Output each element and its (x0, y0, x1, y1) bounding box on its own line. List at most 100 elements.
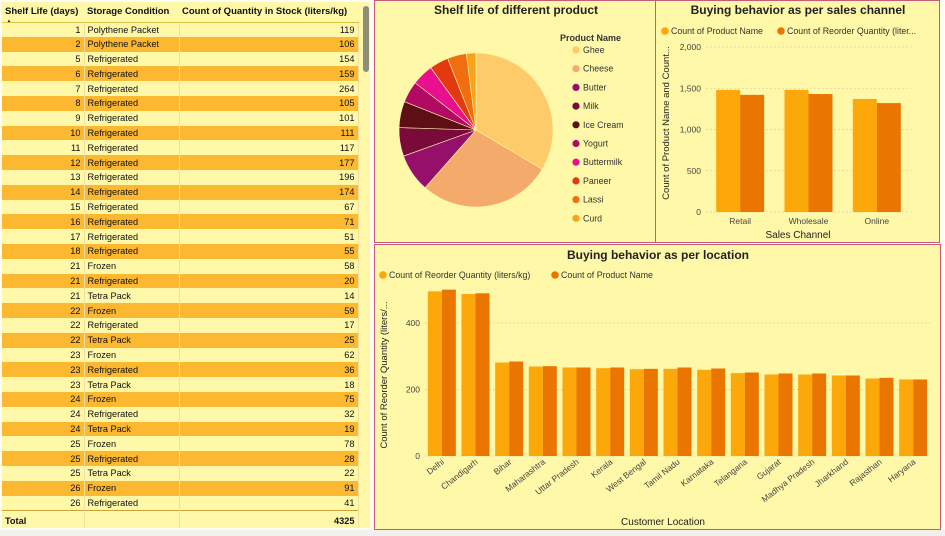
table-row[interactable]: 9 Refrigerated 101 (2, 110, 359, 126)
table-row[interactable]: 15 Refrigerated 67 (2, 199, 359, 215)
table-row[interactable]: 18 Refrigerated 55 (2, 243, 359, 259)
bar-maharashtra-s0[interactable] (528, 366, 543, 456)
pie-legend-marker (572, 177, 580, 185)
table-row[interactable]: 10 Refrigerated 111 (2, 125, 359, 141)
bar-retail-s0[interactable] (716, 89, 741, 212)
pie-slice-ghee[interactable] (475, 52, 554, 170)
table-row[interactable]: 26 Frozen 91 (2, 480, 359, 496)
cell-shelf-life: 23 (2, 347, 85, 363)
table-row[interactable]: 25 Tetra Pack 22 (2, 465, 359, 481)
bar-kerala-s1[interactable] (610, 367, 625, 457)
bar-delhi-s1[interactable] (441, 289, 456, 456)
table-row[interactable]: 24 Tetra Pack 19 (2, 421, 359, 437)
data-table: Shelf Life (days) ▲ Storage Condition Cou… (2, 2, 359, 528)
cell-storage-condition: Tetra Pack (84, 465, 180, 481)
bar-bihar-s0[interactable] (495, 362, 510, 456)
table-row[interactable]: 23 Refrigerated 36 (2, 362, 359, 378)
table-row[interactable]: 21 Tetra Pack 14 (2, 288, 359, 304)
table-row[interactable]: 21 Frozen 58 (2, 258, 359, 274)
table-row[interactable]: 22 Tetra Pack 25 (2, 332, 359, 348)
bar-telangana-s1[interactable] (744, 372, 759, 456)
table-row[interactable]: 12 Refrigerated 177 (2, 155, 359, 170)
table-row[interactable]: 24 Frozen 75 (2, 391, 359, 407)
table-row[interactable]: 2 Polythene Packet 106 (2, 36, 359, 52)
bar-online-s1[interactable] (876, 103, 901, 212)
table-row[interactable]: 24 Refrigerated 32 (2, 406, 359, 422)
table-row[interactable]: 23 Tetra Pack 18 (2, 377, 359, 392)
header-quantity-count[interactable]: Count of Quantity in Stock (liters/kg) (179, 2, 358, 23)
bar-jharkhand-s0[interactable] (831, 375, 846, 456)
table-row[interactable]: 26 Refrigerated 41 (2, 495, 359, 511)
header-shelf-life[interactable]: Shelf Life (days) ▲ (2, 2, 84, 23)
table-row[interactable]: 16 Refrigerated 71 (2, 214, 359, 230)
bar-karnataka-s1[interactable] (711, 368, 726, 457)
bar-chandigarh-s1[interactable] (475, 293, 490, 456)
location-chart-title: Buying behavior as per location (567, 248, 749, 262)
x-tick-label: Bihar (492, 457, 514, 477)
bar-tamil-nadu-s1[interactable] (677, 367, 692, 457)
pie-slice-cheese[interactable] (424, 129, 543, 208)
x-tick-label: Chandigarh (439, 457, 480, 492)
bar-west-bengal-s0[interactable] (629, 369, 644, 456)
bar-kerala-s0[interactable] (596, 368, 611, 456)
table-row[interactable]: 8 Refrigerated 105 (2, 95, 359, 111)
bar-rajasthan-s1[interactable] (879, 377, 894, 456)
table-row[interactable]: 13 Refrigerated 196 (2, 169, 359, 185)
cell-storage-condition: Refrigerated (84, 95, 180, 111)
bar-west-bengal-s1[interactable] (643, 368, 658, 456)
x-tick-label: Tamil Nadu (642, 457, 682, 491)
bar-uttar-pradesh-s1[interactable] (576, 367, 591, 457)
cell-shelf-life: 5 (2, 51, 85, 67)
bar-wholesale-s1[interactable] (808, 94, 833, 212)
table-row[interactable]: 6 Refrigerated 159 (2, 66, 359, 82)
bar-karnataka-s0[interactable] (697, 369, 712, 456)
bar-jharkhand-s1[interactable] (845, 375, 860, 456)
table-row[interactable]: 1 Polythene Packet 119 (2, 22, 359, 37)
cell-shelf-life: 12 (2, 155, 85, 170)
table-row[interactable]: 7 Refrigerated 264 (2, 81, 359, 96)
bar-maharashtra-s1[interactable] (542, 366, 557, 456)
x-tick-label: Haryana (886, 457, 918, 485)
cell-storage-condition: Refrigerated (84, 155, 180, 170)
table-row[interactable]: 23 Frozen 62 (2, 347, 359, 363)
table-row[interactable]: 25 Refrigerated 28 (2, 451, 359, 466)
pie-slice-curd[interactable] (466, 52, 477, 131)
table-row[interactable]: 11 Refrigerated 117 (2, 140, 359, 156)
table-row[interactable]: 22 Refrigerated 17 (2, 317, 359, 333)
table-row[interactable]: 5 Refrigerated 154 (2, 51, 359, 67)
cell-quantity: 177 (179, 155, 359, 170)
bar-haryana-s1[interactable] (913, 379, 928, 456)
cell-shelf-life: 15 (2, 199, 85, 215)
table-row[interactable]: 14 Refrigerated 174 (2, 184, 359, 200)
bar-delhi-s0[interactable] (427, 291, 442, 456)
bar-chandigarh-s0[interactable] (461, 293, 476, 456)
bar-madhya-pradesh-s0[interactable] (798, 374, 813, 456)
pie-legend-item: Curd (583, 213, 602, 223)
table-row[interactable]: 17 Refrigerated 51 (2, 229, 359, 244)
header-storage-condition[interactable]: Storage Condition (84, 2, 179, 23)
cell-quantity: 117 (179, 140, 359, 156)
bar-bihar-s1[interactable] (509, 361, 524, 456)
bar-wholesale-s0[interactable] (784, 89, 809, 212)
bar-uttar-pradesh-s0[interactable] (562, 367, 577, 457)
bar-telangana-s0[interactable] (730, 373, 745, 456)
bar-retail-s1[interactable] (740, 94, 765, 212)
table-row[interactable]: 25 Frozen 78 (2, 436, 359, 452)
cell-quantity: 22 (179, 465, 359, 481)
cell-shelf-life: 16 (2, 214, 85, 230)
table-scrollbar[interactable] (363, 6, 369, 72)
x-tick-label: Online (865, 216, 890, 226)
cell-storage-condition: Polythene Packet (84, 22, 180, 37)
bar-haryana-s0[interactable] (899, 379, 914, 456)
cell-shelf-life: 21 (2, 273, 85, 289)
bar-tamil-nadu-s0[interactable] (663, 368, 678, 456)
bar-gujarat-s0[interactable] (764, 374, 779, 456)
cell-storage-condition: Tetra Pack (84, 288, 180, 304)
sort-ascending-icon[interactable]: ▲ (6, 19, 12, 22)
bar-madhya-pradesh-s1[interactable] (812, 373, 827, 456)
table-row[interactable]: 22 Frozen 59 (2, 303, 359, 318)
table-row[interactable]: 21 Refrigerated 20 (2, 273, 359, 289)
bar-online-s0[interactable] (852, 98, 877, 212)
bar-gujarat-s1[interactable] (778, 373, 793, 456)
bar-rajasthan-s0[interactable] (865, 378, 880, 456)
